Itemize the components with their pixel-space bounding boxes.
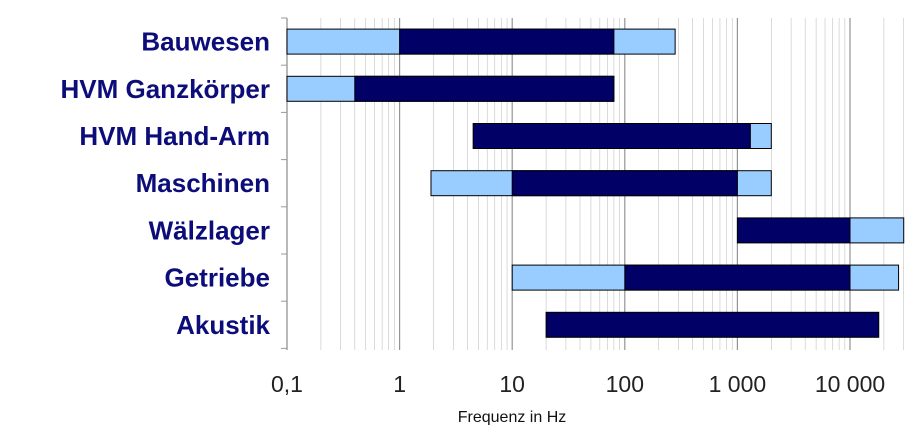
core-range-bar [399, 28, 615, 55]
extended-range-bar [849, 217, 905, 244]
bars [286, 28, 905, 338]
x-tick-label: 1 000 [709, 371, 767, 397]
x-tick-label: 10 000 [815, 371, 885, 397]
core-range-bar [354, 75, 615, 102]
core-range-bar [511, 170, 738, 197]
category-label: Bauwesen [141, 27, 270, 57]
core-range-bar [624, 264, 851, 291]
category-label: Wälzlager [149, 215, 270, 245]
category-label: HVM Hand-Arm [79, 121, 270, 151]
core-range-bar [736, 217, 851, 244]
category-label: Getriebe [165, 263, 271, 293]
category-label: Maschinen [136, 168, 270, 198]
x-tick-label: 10 [499, 371, 525, 397]
extended-range-bar [749, 123, 772, 149]
x-tick-label: 0,1 [271, 371, 303, 397]
x-axis-title: Frequenz in Hz [458, 409, 567, 425]
category-labels: Bauwesen HVM Ganzkörper HVM Hand-Arm Maschi… [61, 27, 271, 340]
core-range-bar [472, 123, 751, 149]
x-tick-label: 1 [393, 371, 406, 397]
category-label: Akustik [176, 310, 270, 340]
x-tick-label: 100 [606, 371, 644, 397]
category-label: HVM Ganzkörper [61, 74, 271, 104]
x-tick-labels: 0,1 1 10 100 1 000 10 000 [271, 371, 885, 397]
core-range-bar [545, 311, 880, 338]
